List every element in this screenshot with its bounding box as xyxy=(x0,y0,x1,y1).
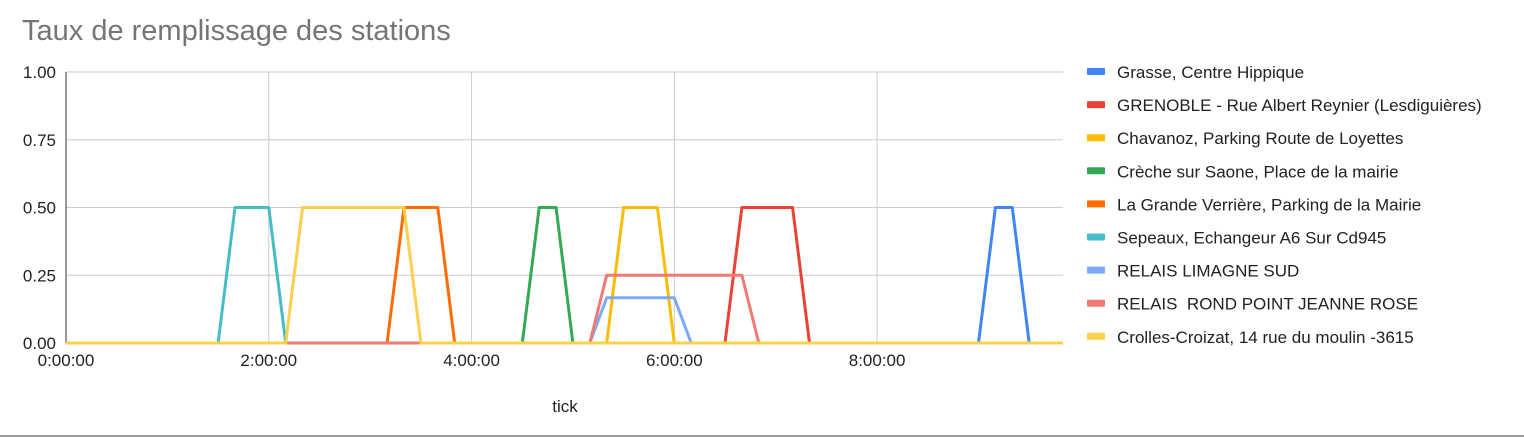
legend-item[interactable]: La Grande Verrière, Parking de la Mairie xyxy=(1087,195,1421,214)
legend-swatch xyxy=(1087,68,1105,75)
legend-swatch xyxy=(1087,101,1105,109)
x-tick-label: 6:00:00 xyxy=(646,351,703,370)
y-tick-label: 0.25 xyxy=(23,266,56,285)
legend-label: GRENOBLE - Rue Albert Reynier (Lesdiguiè… xyxy=(1117,96,1482,115)
legend-item[interactable]: Grasse, Centre Hippique xyxy=(1087,63,1304,82)
x-tick-label: 0:00:00 xyxy=(38,351,95,370)
bottom-divider xyxy=(0,435,1524,437)
legend-label: RELAIS ROND POINT JEANNE ROSE xyxy=(1117,295,1418,314)
legend-item[interactable]: Crèche sur Saone, Place de la mairie xyxy=(1087,162,1399,181)
legend-label: Chavanoz, Parking Route de Loyettes xyxy=(1117,129,1403,148)
x-tick-label: 4:00:00 xyxy=(443,351,500,370)
legend-item[interactable]: GRENOBLE - Rue Albert Reynier (Lesdiguiè… xyxy=(1087,96,1482,115)
series-line-9 xyxy=(66,206,1063,345)
legend-item[interactable]: RELAIS ROND POINT JEANNE ROSE xyxy=(1087,295,1418,314)
legend-label: Crolles-Croizat, 14 rue du moulin -3615 xyxy=(1117,328,1414,347)
chart-title: Taux de remplissage des stations xyxy=(22,15,451,47)
y-tick-label: 0.50 xyxy=(23,199,56,218)
grid xyxy=(66,71,1063,343)
legend-item[interactable]: Crolles-Croizat, 14 rue du moulin -3615 xyxy=(1087,328,1414,347)
legend-item[interactable]: RELAIS LIMAGNE SUD xyxy=(1087,262,1299,281)
legend-swatch xyxy=(1087,332,1105,340)
series-layer xyxy=(66,206,1063,345)
legend-swatch xyxy=(1087,167,1105,175)
legend-label: RELAIS LIMAGNE SUD xyxy=(1117,262,1299,281)
axes: 0.00 0.25 0.50 0.75 1.00 0:00:00 2:00:00 4:00:0… xyxy=(23,63,1063,370)
y-tick-label: 0.75 xyxy=(23,131,56,150)
legend-swatch xyxy=(1087,299,1105,307)
legend-swatch xyxy=(1087,134,1105,142)
legend-swatch xyxy=(1087,233,1105,241)
x-tick-label: 2:00:00 xyxy=(240,351,297,370)
legend-label: Crèche sur Saone, Place de la mairie xyxy=(1117,162,1399,181)
y-tick-label: 1.00 xyxy=(23,63,56,82)
legend-label: Sepeaux, Echangeur A6 Sur Cd945 xyxy=(1117,229,1386,248)
x-tick-label: 8:00:00 xyxy=(849,351,906,370)
x-axis-title: tick xyxy=(552,397,578,416)
legend-label: Grasse, Centre Hippique xyxy=(1117,63,1304,82)
legend-item[interactable]: Sepeaux, Echangeur A6 Sur Cd945 xyxy=(1087,229,1386,248)
legend-item[interactable]: Chavanoz, Parking Route de Loyettes xyxy=(1087,129,1403,148)
legend-label: La Grande Verrière, Parking de la Mairie xyxy=(1117,195,1421,214)
legend-swatch xyxy=(1087,266,1105,274)
series-line-7 xyxy=(66,296,1063,345)
legend: Grasse, Centre Hippique GRENOBLE - Rue Al… xyxy=(1087,63,1482,347)
legend-swatch xyxy=(1087,200,1105,208)
y-tick-label: 0.00 xyxy=(23,334,56,353)
